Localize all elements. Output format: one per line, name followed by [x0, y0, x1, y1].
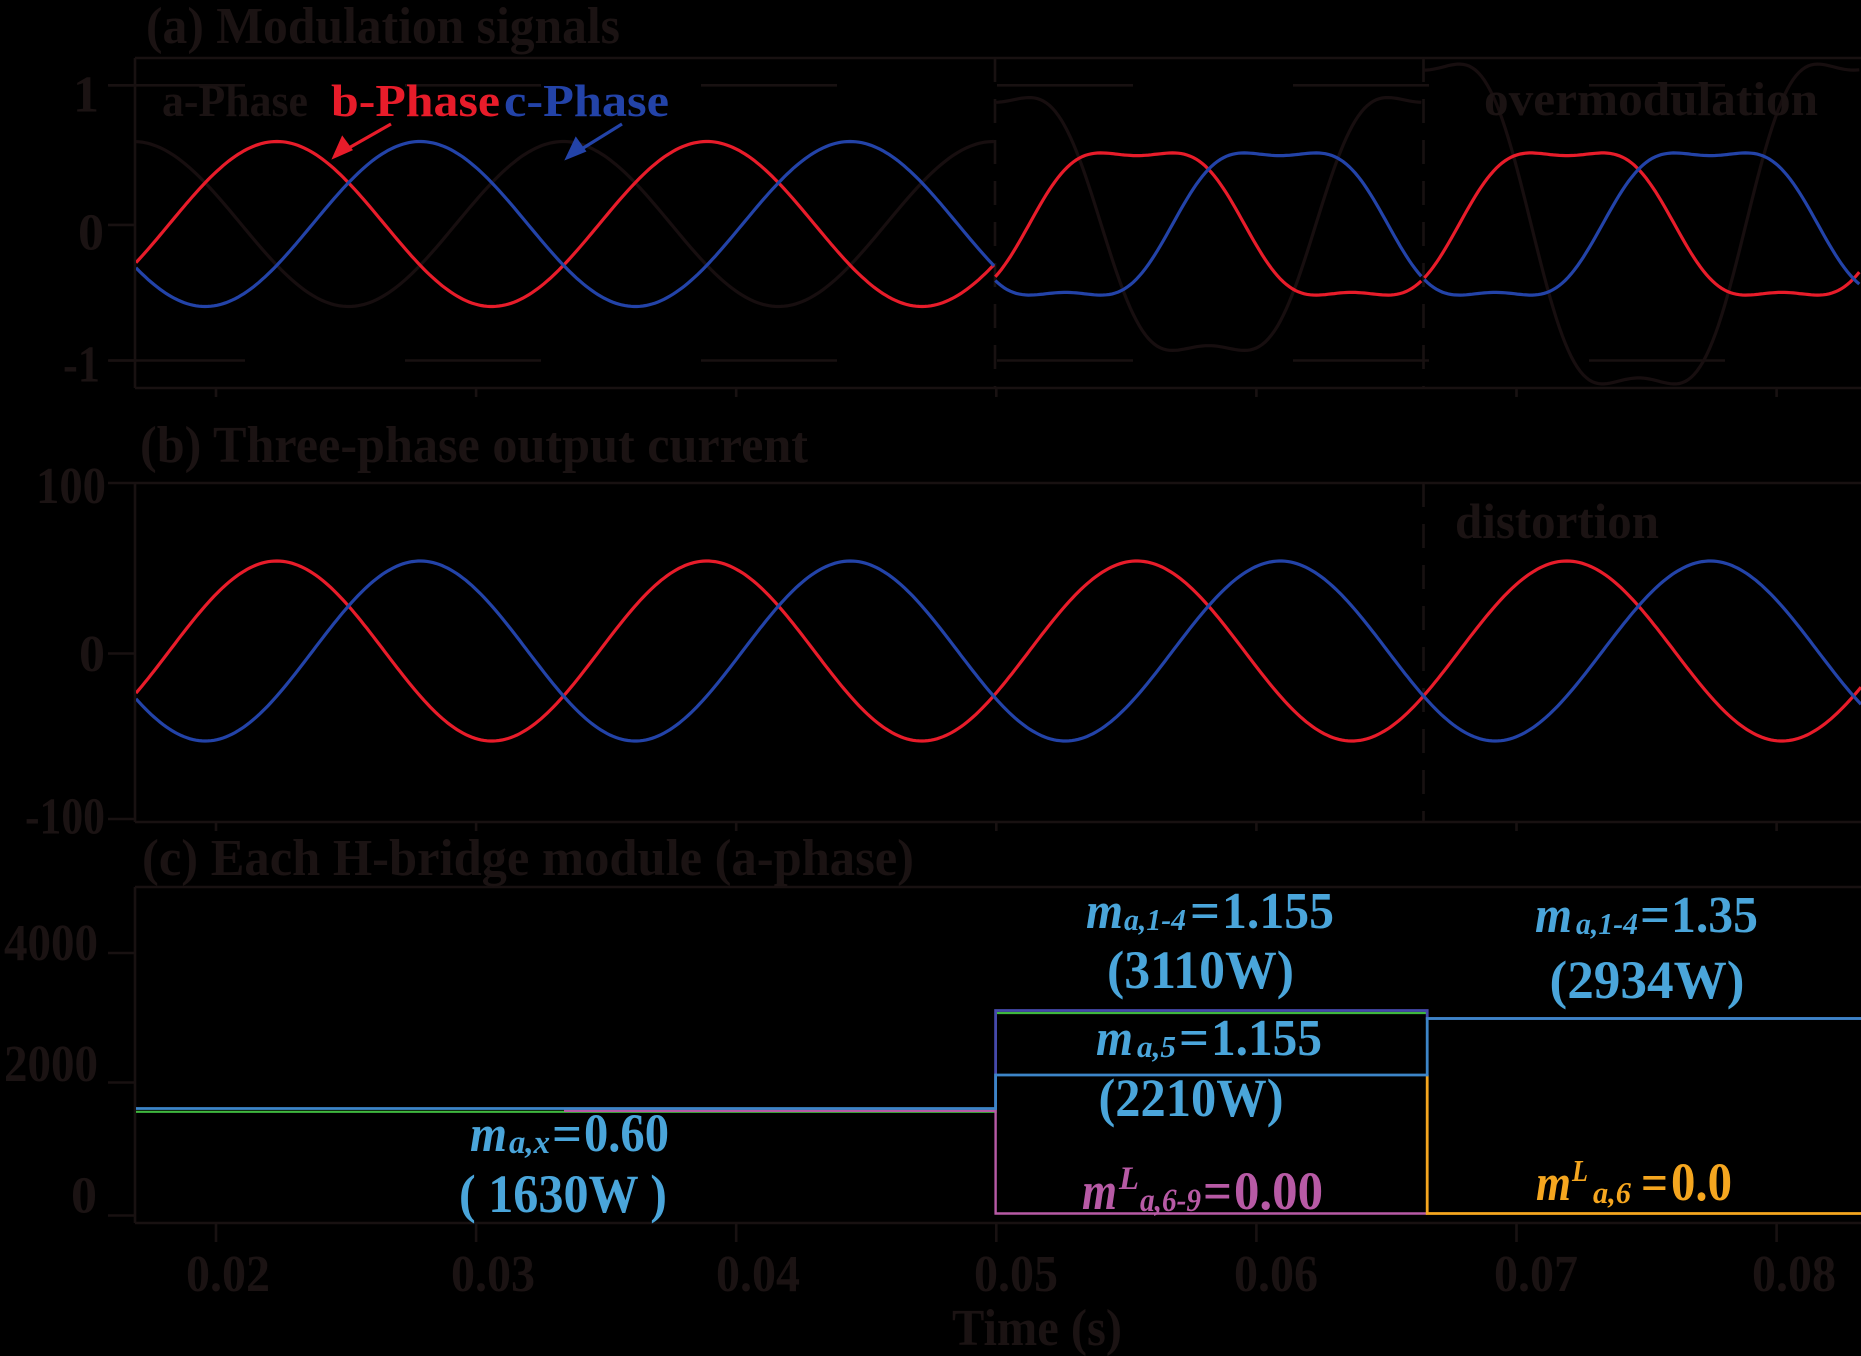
svg-text:a,6: a,6 [1593, 1175, 1631, 1210]
svg-text:m: m [1082, 1161, 1117, 1221]
svg-text:m: m [1096, 1010, 1133, 1067]
svg-text:1: 1 [73, 67, 99, 124]
svg-text:1.155: 1.155 [1222, 883, 1334, 940]
svg-text:a,1-4: a,1-4 [1124, 902, 1186, 937]
svg-text:a-Phase: a-Phase [162, 75, 308, 126]
svg-text:m: m [1086, 883, 1123, 940]
svg-text:0: 0 [71, 1168, 97, 1225]
svg-text:0.05: 0.05 [974, 1246, 1058, 1303]
svg-text:4000: 4000 [4, 915, 98, 972]
svg-text:( 1630W ): ( 1630W ) [459, 1164, 667, 1224]
svg-text:(3110W): (3110W) [1107, 940, 1294, 1000]
svg-text:b-Phase: b-Phase [331, 75, 500, 126]
svg-text:100: 100 [36, 458, 106, 515]
svg-text:0.08: 0.08 [1752, 1246, 1836, 1303]
svg-text:1.35: 1.35 [1671, 887, 1758, 944]
svg-text:distortion: distortion [1455, 493, 1659, 549]
svg-text:(2934W): (2934W) [1550, 950, 1745, 1010]
svg-text:0.60: 0.60 [584, 1103, 669, 1163]
svg-text:m: m [470, 1106, 507, 1163]
svg-text:(c) Each H-bridge module (a-ph: (c) Each H-bridge module (a-phase) [142, 830, 914, 887]
svg-text:a,1-4: a,1-4 [1576, 906, 1638, 941]
svg-text:=: = [1641, 1155, 1668, 1212]
svg-text:0.07: 0.07 [1494, 1246, 1578, 1303]
svg-text:-100: -100 [25, 789, 105, 846]
svg-text:(2210W): (2210W) [1099, 1068, 1284, 1128]
svg-text:=: = [1179, 1010, 1209, 1067]
svg-text:-1: -1 [63, 337, 100, 394]
svg-text:m: m [1536, 1155, 1571, 1212]
svg-text:=: = [1640, 887, 1670, 944]
svg-text:0.03: 0.03 [451, 1246, 535, 1303]
svg-text:=: = [1190, 883, 1220, 940]
svg-text:0.02: 0.02 [186, 1246, 270, 1303]
svg-text:=: = [552, 1106, 582, 1163]
svg-text:0.04: 0.04 [716, 1246, 800, 1303]
svg-text:=: = [1203, 1161, 1232, 1221]
svg-text:0.0: 0.0 [1671, 1152, 1732, 1212]
svg-text:1.155: 1.155 [1211, 1010, 1322, 1067]
svg-text:(a) Modulation signals: (a) Modulation signals [146, 0, 620, 55]
svg-text:0.00: 0.00 [1234, 1161, 1323, 1221]
svg-text:a,x: a,x [509, 1125, 550, 1161]
svg-text:a,5: a,5 [1137, 1029, 1176, 1064]
svg-text:Time (s): Time (s) [952, 1300, 1122, 1356]
svg-text:2000: 2000 [4, 1036, 98, 1093]
svg-text:a,6-9: a,6-9 [1140, 1183, 1201, 1219]
svg-text:0: 0 [78, 205, 104, 262]
svg-text:L: L [1571, 1153, 1588, 1188]
svg-text:c-Phase: c-Phase [504, 75, 669, 126]
svg-text:overmodulation: overmodulation [1484, 73, 1818, 126]
svg-text:L: L [1118, 1161, 1139, 1197]
svg-text:0.06: 0.06 [1234, 1246, 1318, 1303]
svg-text:0: 0 [79, 626, 105, 683]
svg-text:m: m [1535, 887, 1572, 944]
svg-text:(b) Three-phase output current: (b) Three-phase output current [140, 417, 809, 474]
